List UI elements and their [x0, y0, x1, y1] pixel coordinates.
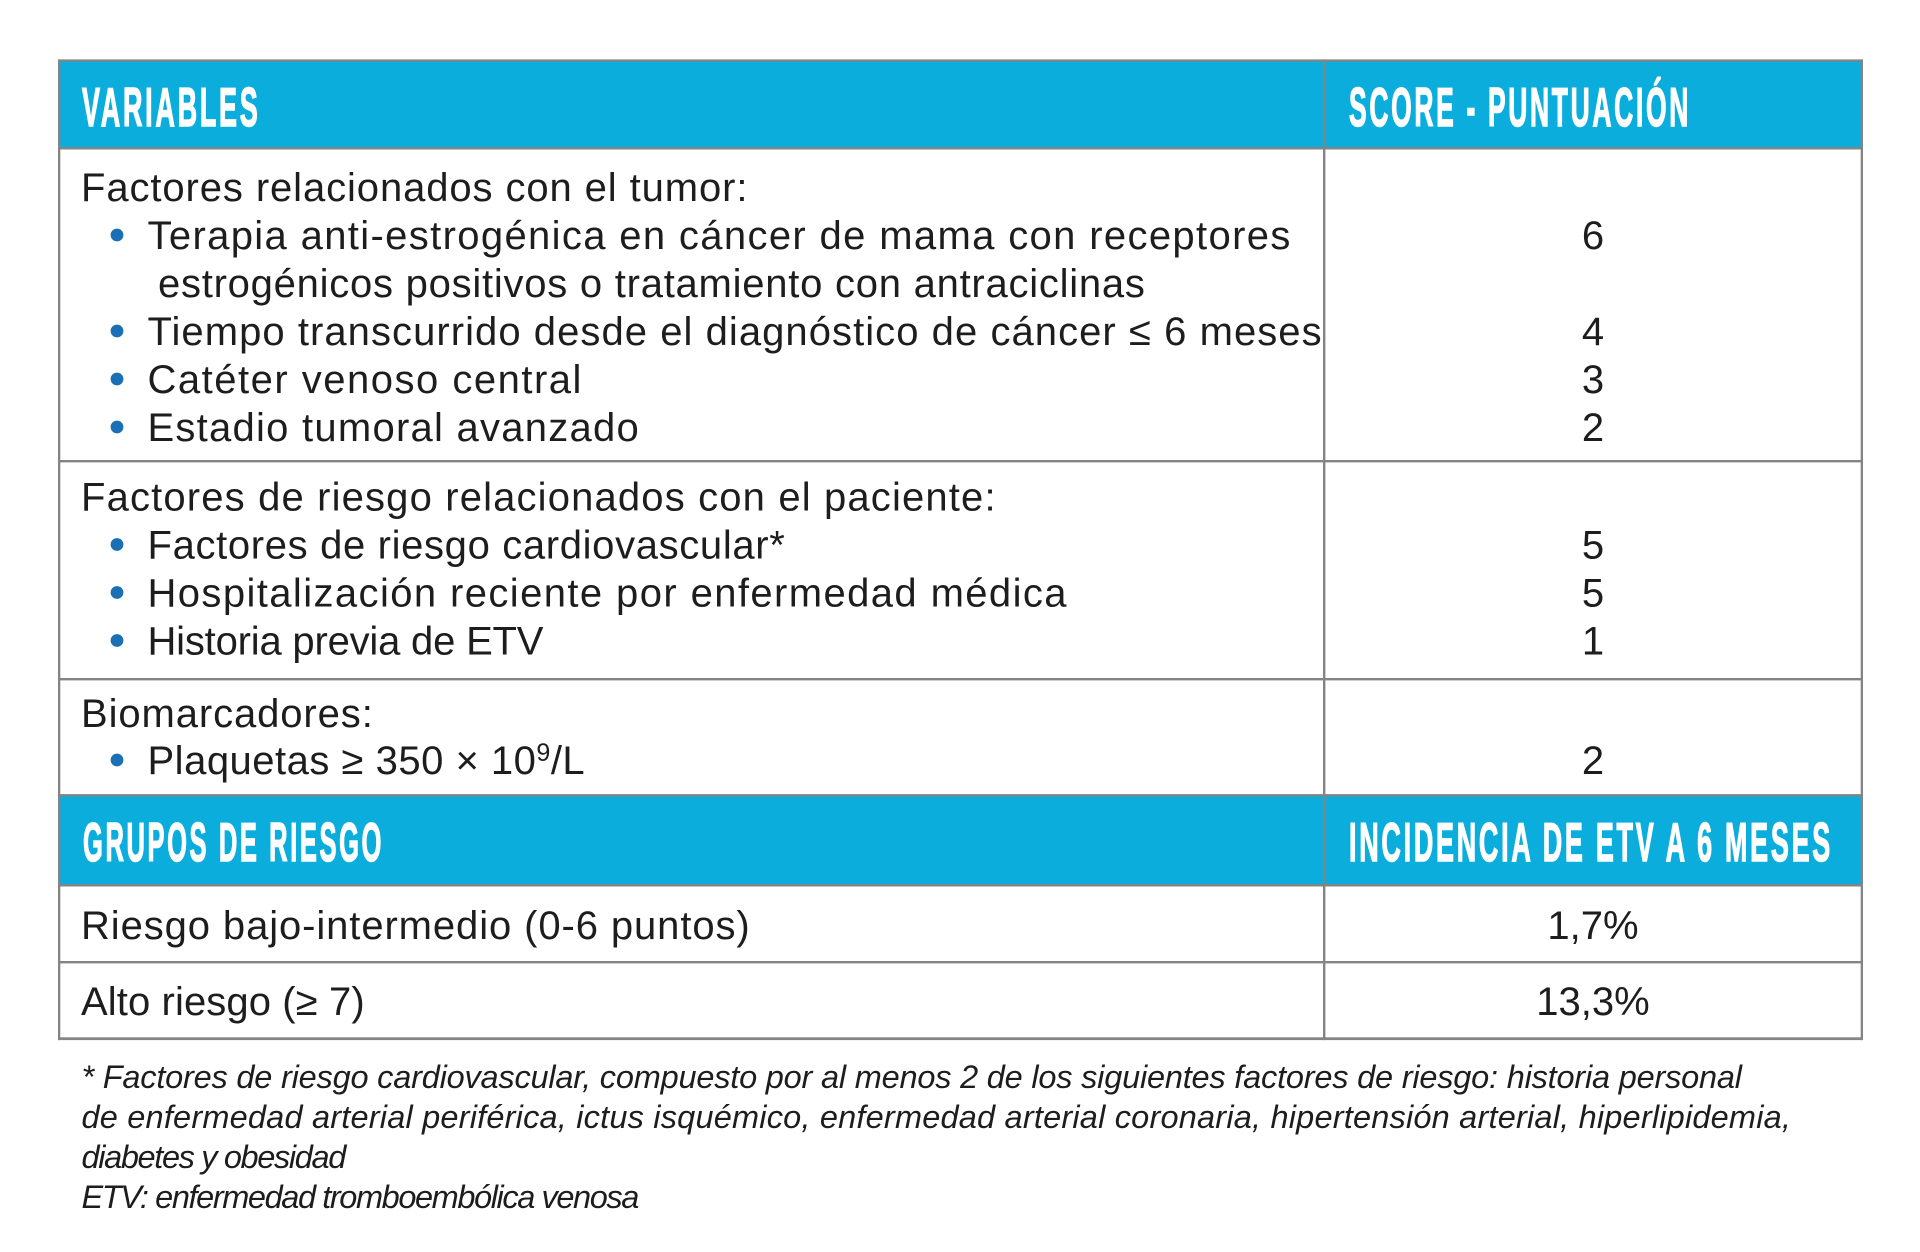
svg-text:Catéter venoso central: Catéter venoso central	[148, 358, 583, 402]
svg-text:1: 1	[1582, 620, 1604, 664]
svg-text:5: 5	[1582, 572, 1604, 616]
svg-text:1,7%: 1,7%	[1547, 904, 1638, 948]
svg-text:Terapia anti-estrogénica en cá: Terapia anti-estrogénica en cáncer de ma…	[148, 214, 1292, 258]
svg-text:Plaquetas ≥ 350 × 109/L: Plaquetas ≥ 350 × 109/L	[148, 739, 586, 783]
svg-text:SCORE - PUNTUACIÓN: SCORE - PUNTUACIÓN	[1349, 76, 1691, 138]
svg-text:2: 2	[1582, 406, 1604, 450]
svg-text:5: 5	[1582, 524, 1604, 568]
svg-text:* Factores de riesgo cardiovas: * Factores de riesgo cardiovascular, com…	[82, 1059, 1743, 1095]
svg-text:Alto riesgo (≥ 7): Alto riesgo (≥ 7)	[81, 980, 365, 1024]
svg-text:3: 3	[1582, 358, 1604, 402]
svg-text:Riesgo bajo-intermedio (0-6 pu: Riesgo bajo-intermedio (0-6 puntos)	[81, 904, 751, 948]
svg-text:de enfermedad arterial perifér: de enfermedad arterial periférica, ictus…	[82, 1099, 1792, 1135]
svg-text:Factores de riesgo cardiovascu: Factores de riesgo cardiovascular*	[148, 524, 786, 568]
svg-text:GRUPOS DE RIESGO: GRUPOS DE RIESGO	[83, 811, 384, 873]
svg-text:VARIABLES: VARIABLES	[82, 76, 261, 138]
svg-text:Tiempo transcurrido desde el d: Tiempo transcurrido desde el diagnóstico…	[148, 310, 1323, 354]
svg-text:Biomarcadores:: Biomarcadores:	[81, 692, 374, 736]
svg-text:4: 4	[1582, 310, 1604, 354]
svg-text:estrogénicos positivos o trata: estrogénicos positivos o tratamiento con…	[158, 262, 1146, 306]
svg-text:Estadio tumoral avanzado: Estadio tumoral avanzado	[148, 406, 641, 450]
svg-text:INCIDENCIA DE ETV A 6 MESES: INCIDENCIA DE ETV A 6 MESES	[1349, 811, 1833, 873]
svg-text:Historia previa de ETV: Historia previa de ETV	[148, 620, 544, 664]
svg-text:ETV: enfermedad tromboembólica: ETV: enfermedad tromboembólica venosa	[82, 1179, 639, 1215]
svg-text:Factores relacionados con el t: Factores relacionados con el tumor:	[81, 166, 748, 210]
svg-text:Hospitalización reciente por e: Hospitalización reciente por enfermedad …	[148, 572, 1068, 616]
svg-text:2: 2	[1582, 739, 1604, 783]
svg-text:6: 6	[1582, 214, 1604, 258]
svg-text:Factores de riesgo relacionado: Factores de riesgo relacionados con el p…	[81, 476, 997, 520]
svg-text:13,3%: 13,3%	[1536, 980, 1649, 1024]
svg-text:diabetes y obesidad: diabetes y obesidad	[82, 1139, 348, 1175]
